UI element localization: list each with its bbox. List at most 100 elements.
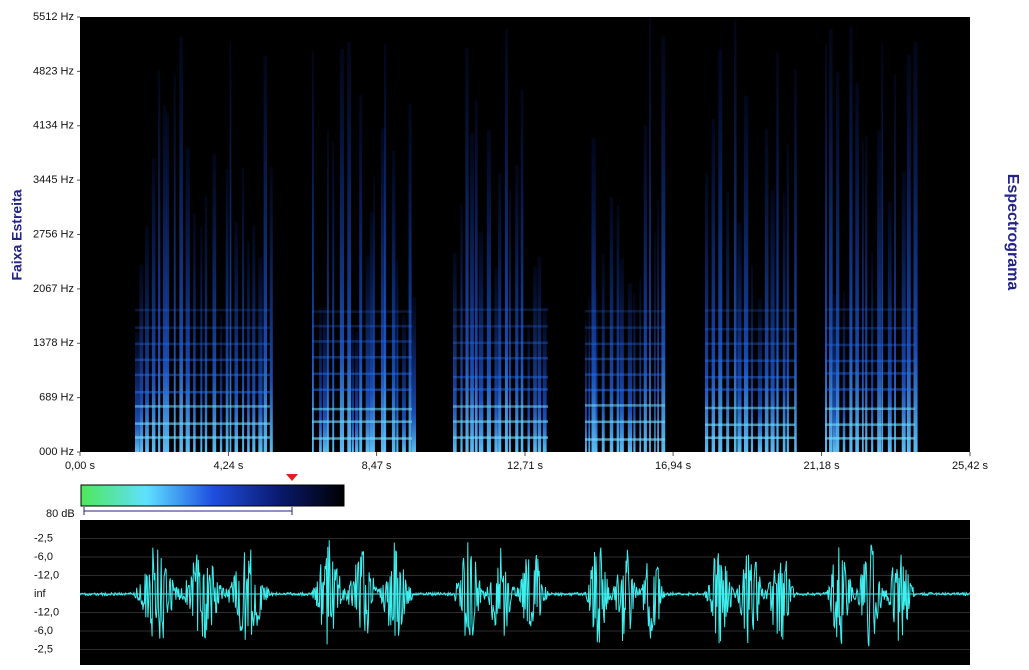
spectral-streak <box>494 268 497 452</box>
spectral-streak <box>734 20 737 452</box>
harmonic <box>705 436 795 439</box>
harmonic <box>312 310 412 313</box>
harmonic <box>585 358 665 361</box>
spectral-streak <box>871 252 873 452</box>
spectral-streak <box>193 213 196 452</box>
spectral-streak <box>166 113 169 452</box>
spectral-streak <box>849 26 852 452</box>
y-tick-label: 3445 Hz <box>33 174 74 186</box>
spectral-streak <box>737 222 741 452</box>
spectral-streak <box>327 130 329 452</box>
harmonic <box>585 326 665 329</box>
spectral-streak <box>409 103 412 452</box>
spectral-streak <box>158 71 160 452</box>
y-tick-label: 1378 Hz <box>33 337 74 349</box>
spectral-streak <box>758 299 762 452</box>
harmonic <box>825 407 915 410</box>
x-tick-label: 21,18 s <box>804 460 841 472</box>
harmonic <box>135 422 270 425</box>
harmonic <box>825 372 915 375</box>
spectral-streak <box>412 297 416 452</box>
harmonic <box>135 343 270 346</box>
spectral-streak <box>319 307 322 452</box>
spectral-streak <box>475 100 478 452</box>
spectral-streak <box>657 200 659 452</box>
y-tick-label: -2,5 <box>34 643 53 655</box>
harmonic <box>705 424 795 427</box>
spectral-streak <box>843 291 845 452</box>
spectral-streak <box>163 105 167 452</box>
harmonic <box>585 438 665 441</box>
harmonic <box>135 391 270 394</box>
spectral-streak <box>595 289 597 452</box>
harmonic <box>453 388 548 391</box>
panel-title: Espectrograma <box>1004 174 1021 291</box>
spectral-streak <box>705 174 708 452</box>
harmonic <box>825 308 915 311</box>
spectral-streak <box>270 167 273 452</box>
spectral-streak <box>718 49 722 452</box>
color-bar-label: 80 dB <box>46 508 75 520</box>
spectral-streak <box>628 283 632 452</box>
spectral-streak <box>794 69 797 452</box>
spectral-streak <box>179 37 183 452</box>
spectral-streak <box>230 41 232 452</box>
harmonic <box>135 309 270 312</box>
spectral-streak <box>460 205 462 452</box>
spectral-streak <box>585 320 587 452</box>
y-tick-label: -6,0 <box>34 625 53 637</box>
spectral-streak <box>498 173 501 452</box>
harmonic <box>705 388 795 391</box>
x-tick-label: 12,71 s <box>507 460 544 472</box>
harmonic <box>312 356 412 359</box>
y-tick-label: 000 Hz <box>39 446 74 458</box>
spectral-streak <box>877 131 881 452</box>
harmonic <box>585 389 665 392</box>
harmonic <box>825 388 915 391</box>
harmonic <box>453 357 548 360</box>
spectral-streak <box>509 189 511 452</box>
spectral-streak <box>152 158 156 452</box>
harmonic <box>312 437 412 440</box>
spectral-streak <box>174 74 176 452</box>
spectral-streak <box>865 136 867 452</box>
spectral-streak <box>487 130 491 452</box>
harmonic <box>135 326 270 329</box>
y-tick-label: 2756 Hz <box>33 228 74 240</box>
harmonic <box>705 328 795 331</box>
harmonic <box>312 388 412 391</box>
spectral-streak <box>373 175 375 452</box>
harmonic <box>135 359 270 362</box>
harmonic <box>312 325 412 328</box>
harmonic <box>585 310 665 313</box>
harmonic <box>135 436 270 439</box>
x-tick-label: 4,24 s <box>213 460 243 472</box>
playhead-marker[interactable] <box>286 474 298 481</box>
spectral-streak <box>340 49 344 452</box>
spectrogram-window: Faixa Estreita Espectrograma 80 dB 000 H… <box>0 0 1029 665</box>
spectral-streak <box>521 90 524 452</box>
spectral-streak <box>470 133 474 452</box>
color-bar[interactable] <box>81 485 344 506</box>
y-tick-label: 2067 Hz <box>33 283 74 295</box>
harmonic <box>453 376 548 379</box>
y-tick-label: -2,5 <box>34 532 53 544</box>
spectral-streak <box>776 52 778 452</box>
harmonic <box>825 423 915 426</box>
spectral-streak <box>654 231 656 452</box>
spectral-streak <box>639 277 641 452</box>
spectral-streak <box>200 226 202 452</box>
harmonic <box>453 405 548 408</box>
y-tick-label: 4134 Hz <box>33 120 74 132</box>
x-tick-label: 16,94 s <box>655 460 692 472</box>
harmonic <box>312 373 412 376</box>
spectral-streak <box>744 96 748 452</box>
spectral-streak <box>771 190 775 452</box>
y-tick-label: -12,0 <box>34 569 59 581</box>
spectral-streak <box>234 222 237 452</box>
spectral-streak <box>465 48 468 452</box>
y-tick-label: -12,0 <box>34 606 59 618</box>
x-tick-label: 25,42 s <box>952 460 989 472</box>
harmonic <box>705 359 795 362</box>
harmonic <box>453 325 548 328</box>
